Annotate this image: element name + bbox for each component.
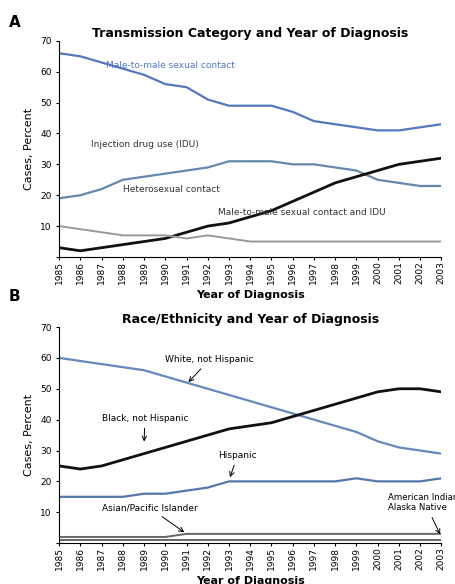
Text: Asian/Pacific Islander: Asian/Pacific Islander xyxy=(101,503,197,531)
Y-axis label: Cases, Percent: Cases, Percent xyxy=(25,108,35,190)
Title: Race/Ethnicity and Year of Diagnosis: Race/Ethnicity and Year of Diagnosis xyxy=(121,313,379,326)
Text: White, not Hispanic: White, not Hispanic xyxy=(165,355,254,381)
Text: Male-to-male sexual contact and IDU: Male-to-male sexual contact and IDU xyxy=(218,208,386,217)
Text: Black, not Hispanic: Black, not Hispanic xyxy=(101,413,188,440)
Text: American Indian/
Alaska Native: American Indian/ Alaska Native xyxy=(388,493,455,533)
Text: Male-to-male sexual contact: Male-to-male sexual contact xyxy=(106,61,235,70)
Text: B: B xyxy=(9,289,21,304)
X-axis label: Year of Diagnosis: Year of Diagnosis xyxy=(196,290,305,300)
Text: Heterosexual contact: Heterosexual contact xyxy=(123,185,220,194)
X-axis label: Year of Diagnosis: Year of Diagnosis xyxy=(196,576,305,584)
Y-axis label: Cases, Percent: Cases, Percent xyxy=(25,394,35,476)
Text: Hispanic: Hispanic xyxy=(218,451,257,476)
Text: Injection drug use (IDU): Injection drug use (IDU) xyxy=(91,140,199,149)
Title: Transmission Category and Year of Diagnosis: Transmission Category and Year of Diagno… xyxy=(92,27,409,40)
Text: A: A xyxy=(9,15,21,30)
